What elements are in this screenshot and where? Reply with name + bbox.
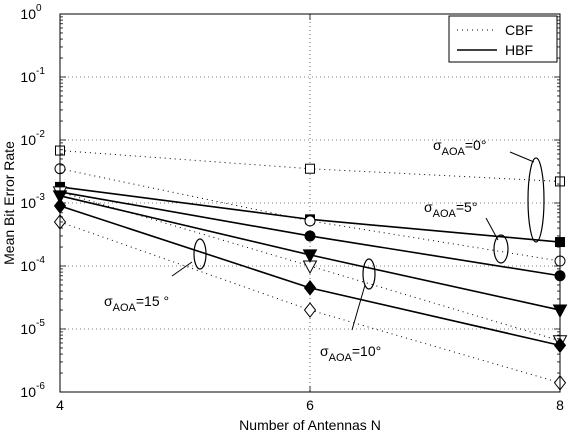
annotation-value: =0° <box>465 137 487 153</box>
annotation-value: =5° <box>456 199 478 215</box>
annotation-subscript: AOA <box>442 146 466 158</box>
annotation-label: σAOA=10° <box>320 343 381 364</box>
annotation-label: σAOA=0° <box>433 137 486 158</box>
annotation-label: σAOA=5° <box>424 199 477 220</box>
y-tick-exponent: -5 <box>36 318 45 329</box>
y-tick-label: 10 <box>20 132 36 148</box>
diamond-marker <box>303 302 317 318</box>
annotation-ellipse <box>362 258 376 290</box>
annotation-arrow <box>351 284 366 331</box>
circle-marker <box>304 230 316 242</box>
annotation-subscript: AOA <box>113 302 137 314</box>
annotation-ellipse <box>493 234 509 264</box>
axes-frame <box>59 13 561 393</box>
annotation-sigma: σ <box>424 199 433 215</box>
square-marker <box>305 163 315 174</box>
y-tick-exponent: -3 <box>36 192 45 203</box>
circle-marker <box>304 215 316 227</box>
y-axis-label: Mean Bit Error Rate <box>1 141 17 265</box>
x-tick-label: 8 <box>556 397 564 413</box>
y-tick-label: 10 <box>20 69 36 85</box>
annotation-arrow <box>171 261 193 277</box>
legend-label: HBF <box>505 42 533 58</box>
y-tick-exponent: -1 <box>36 66 45 77</box>
legend-label: CBF <box>505 22 533 38</box>
annotation-ellipse <box>193 238 207 270</box>
y-tick-label: 10 <box>20 6 36 22</box>
x-tick-label: 4 <box>56 397 64 413</box>
x-tick-label: 6 <box>306 397 314 413</box>
x-axis-label: Number of Antennas N <box>239 417 381 433</box>
annotation-sigma: σ <box>104 293 113 309</box>
annotation-value: =15 ° <box>136 293 169 309</box>
y-tick-exponent: -4 <box>36 255 45 266</box>
y-tick-exponent: -6 <box>36 381 45 392</box>
diamond-marker <box>303 280 317 296</box>
legend: CBF HBF <box>448 15 558 63</box>
legend-box <box>448 15 558 63</box>
y-tick-label: 10 <box>20 321 36 337</box>
y-tick-label: 10 <box>20 195 36 211</box>
annotation-ellipse <box>527 157 545 243</box>
grid-lines <box>60 14 560 392</box>
y-tick-exponent: -2 <box>36 129 45 140</box>
annotation-arrow <box>485 217 499 241</box>
y-tick-exponent: 0 <box>36 3 42 14</box>
annotation-subscript: AOA <box>433 208 457 220</box>
annotation-label: σAOA=15 ° <box>104 293 169 314</box>
y-tick-label: 10 <box>20 384 36 400</box>
triangle-marker <box>302 249 318 263</box>
y-tick-label: 10 <box>20 258 36 274</box>
annotations: σAOA=0°σAOA=5°σAOA=10°σAOA=15 ° <box>104 137 545 364</box>
annotation-sigma: σ <box>320 343 329 359</box>
annotation-subscript: AOA <box>329 352 353 364</box>
annotation-value: =10° <box>352 343 381 359</box>
annotation-sigma: σ <box>433 137 442 153</box>
annotation-arrow <box>509 151 535 163</box>
